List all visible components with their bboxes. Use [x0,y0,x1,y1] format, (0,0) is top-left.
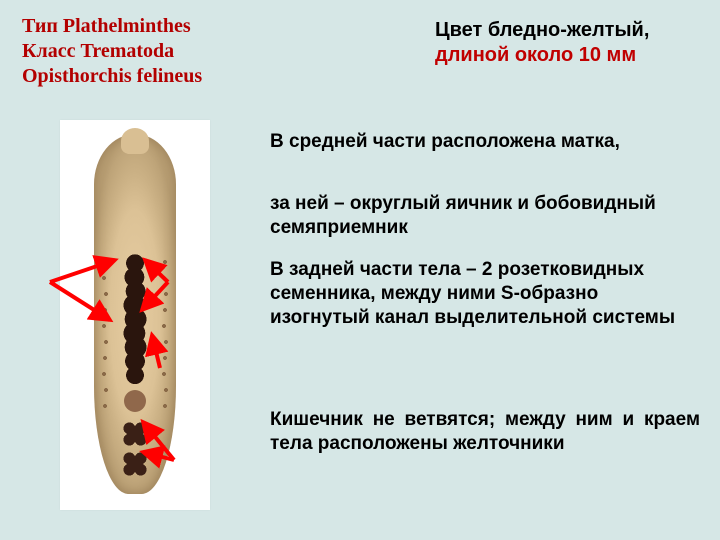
testis-upper [121,420,149,448]
size-text: длиной около 10 мм [435,44,636,66]
paragraph-ovary: за ней – округлый яичник и бобовидный се… [270,192,690,240]
ovary [124,390,146,412]
taxonomy-line-1: Тип Plathelminthes [22,14,202,39]
vitellaria-right [160,254,170,414]
slide: Тип Plathelminthes Класс Trematoda Opist… [0,0,720,540]
organism-body [94,134,176,494]
taxonomy-line-2: Класс Trematoda [22,39,202,64]
color-size-heading: Цвет бледно-желтый, длиной около 10 мм [435,18,695,68]
taxonomy-heading: Тип Plathelminthes Класс Trematoda Opist… [22,14,202,89]
testis-lower [121,450,149,478]
paragraph-testes: В задней части тела – 2 розетковидных се… [270,258,700,329]
color-text: Цвет бледно-желтый, [435,19,649,41]
paragraph-intestine: Кишечник не ветвятся; между ним и краем … [270,408,700,456]
paragraph-uterus: В средней части расположена матка, [270,130,690,154]
taxonomy-line-3: Opisthorchis felineus [22,64,202,89]
uterus-mass [120,252,150,392]
vitellaria-left [100,254,110,414]
specimen-image [60,120,210,510]
